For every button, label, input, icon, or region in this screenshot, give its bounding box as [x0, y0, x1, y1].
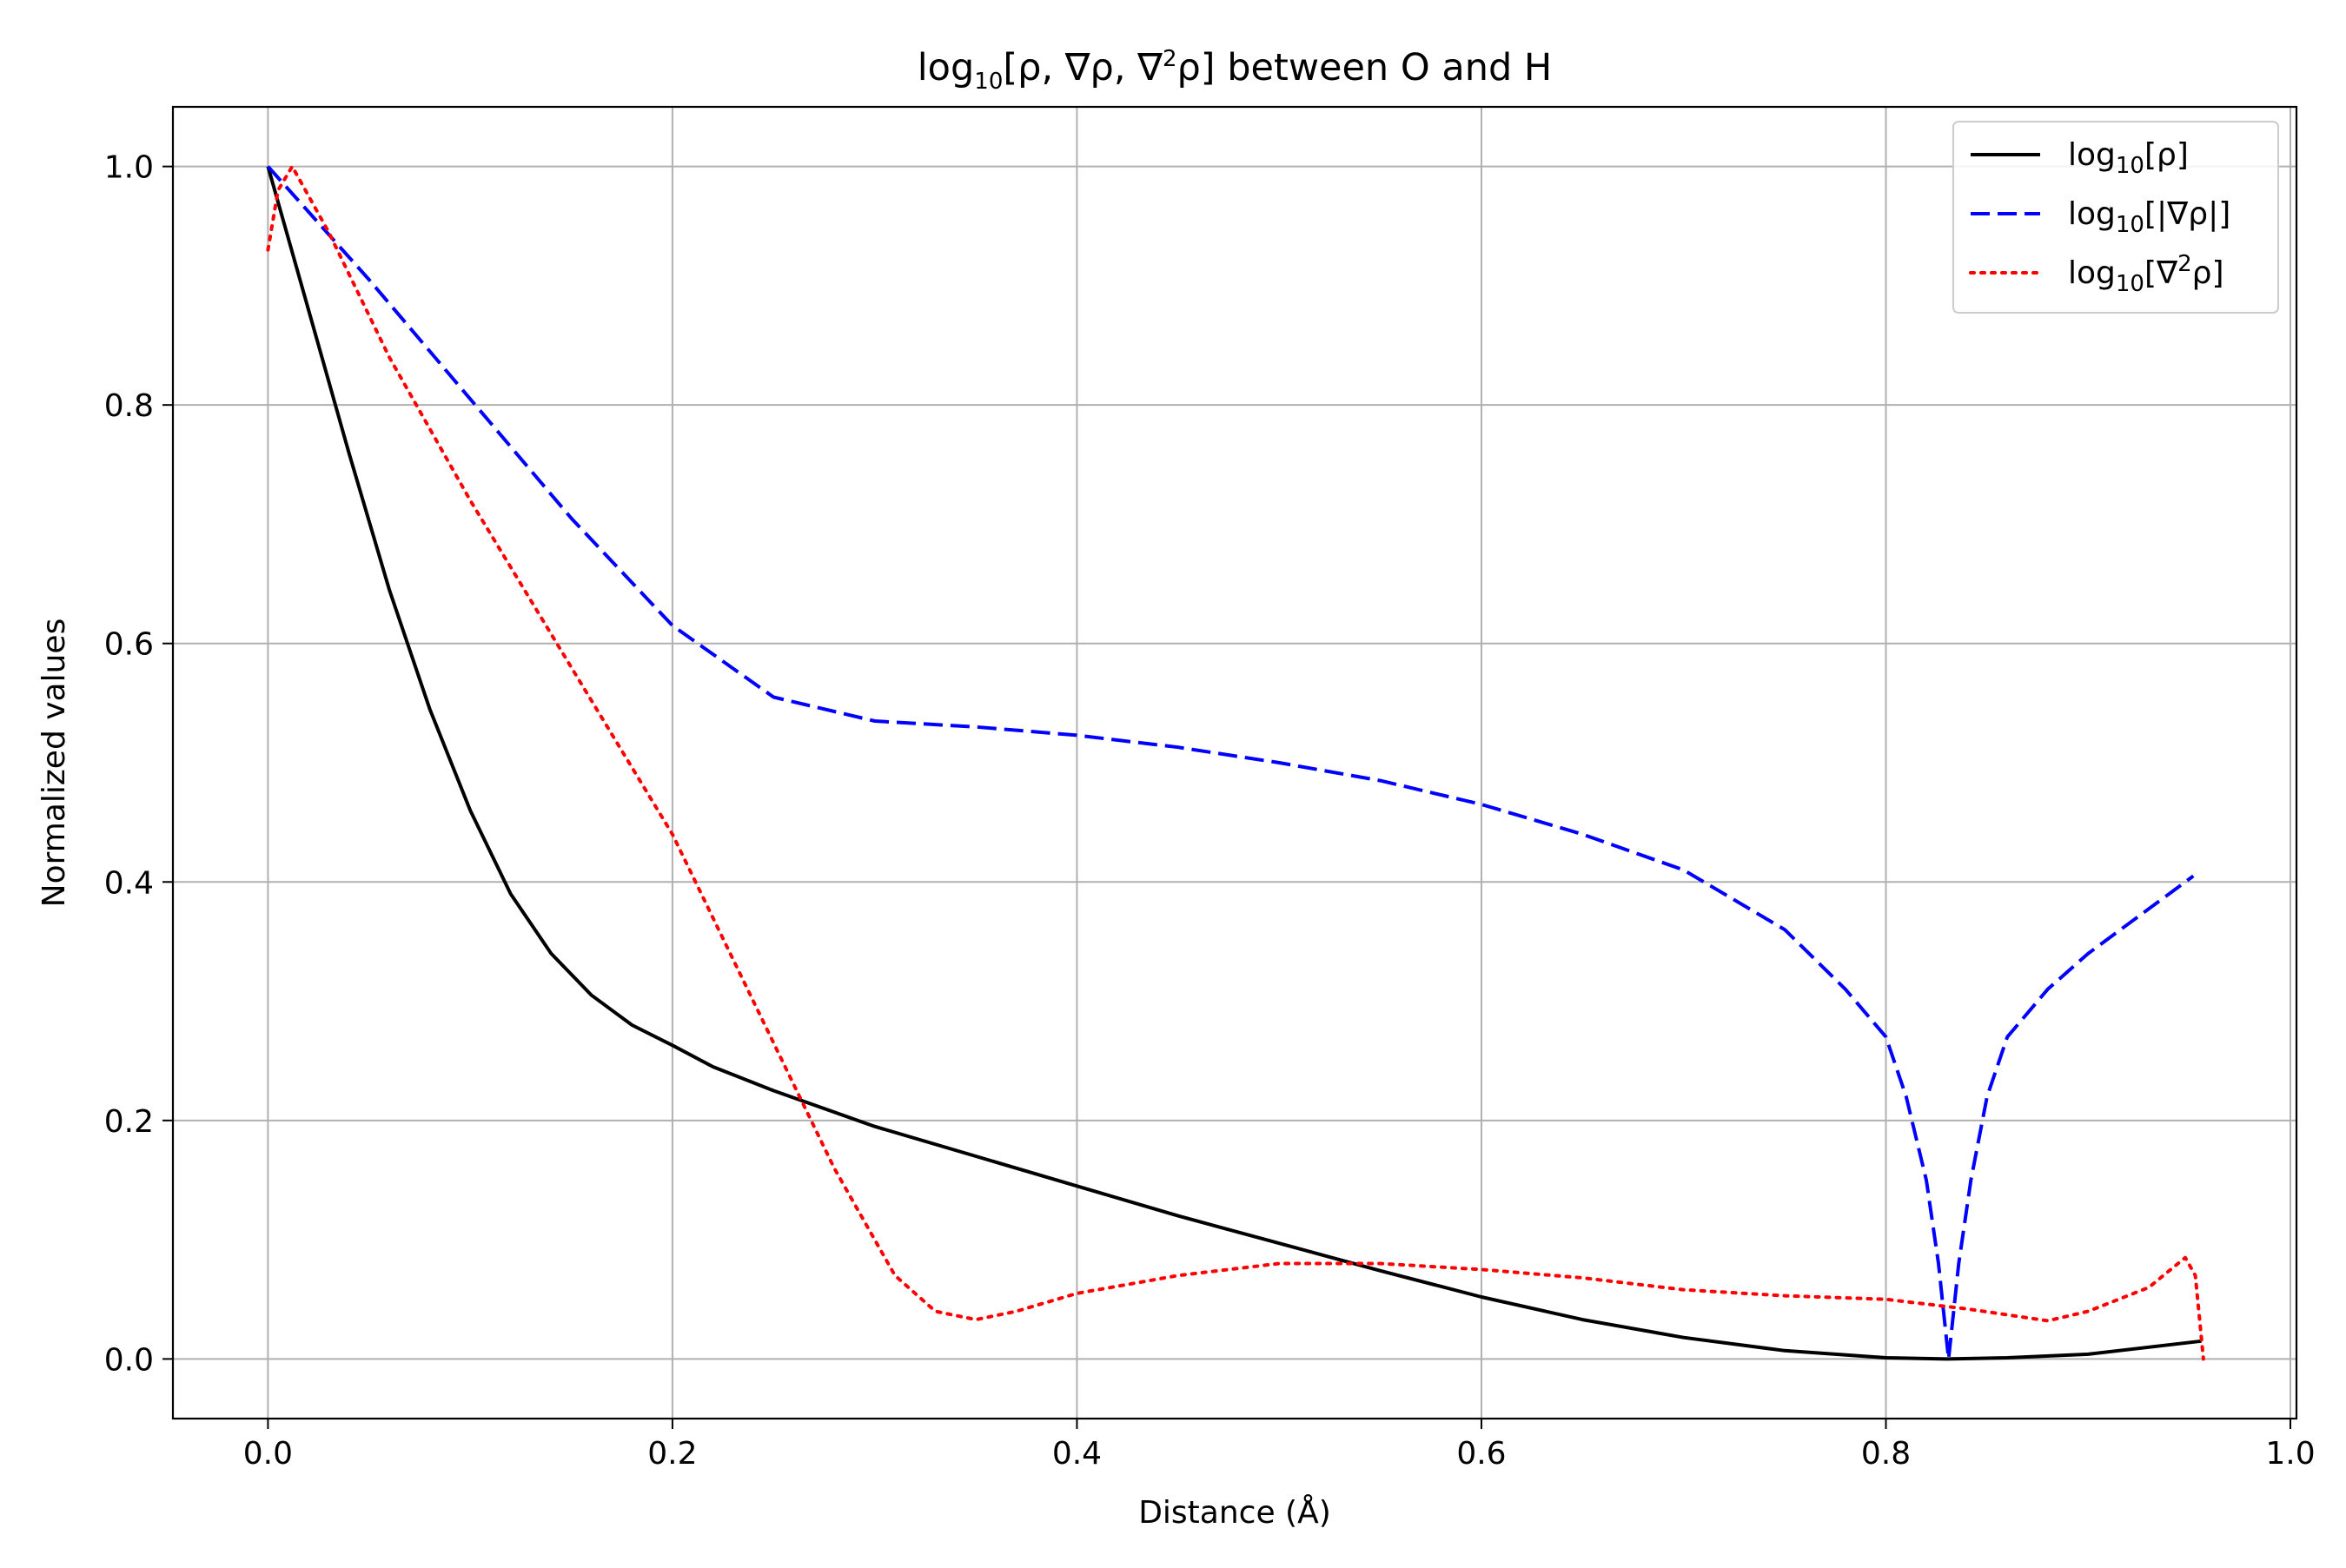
y-tick-label: 0.6 [104, 627, 154, 663]
x-axis-label: Distance (Å) [1138, 1493, 1331, 1531]
legend-label-2: log10[|∇ρ|] [2068, 196, 2230, 238]
title-middle: [ρ, ∇ρ, ∇ [1003, 46, 1163, 89]
series-line-2 [266, 165, 2195, 1361]
series-line-3 [266, 164, 2205, 1361]
x-tick-label: 0.6 [1456, 1436, 1506, 1472]
y-tick-label: 0.0 [104, 1342, 154, 1378]
tick-layer: 0.0 0.2 0.4 0.6 0.8 1.0 0.0 0.2 0.4 0.6 0.8 1.0 [104, 150, 2316, 1472]
series-layer [266, 164, 2205, 1361]
x-tick-label: 0.2 [647, 1436, 697, 1472]
y-tick-label: 0.8 [104, 388, 154, 424]
x-tick-label: 0.8 [1861, 1436, 1911, 1472]
title-suffix: ρ] between O and H [1177, 46, 1553, 89]
axes-frame [171, 105, 2298, 1420]
y-tick-label: 0.4 [104, 865, 154, 901]
y-tick-label: 1.0 [104, 150, 154, 186]
legend: log10[ρ] log10[|∇ρ|] log10[∇2ρ] [1952, 121, 2279, 314]
title-prefix: log [918, 46, 975, 89]
x-tick-label: 0.0 [243, 1436, 293, 1472]
title-subscript: 10 [974, 69, 1003, 95]
chart-title: log10[ρ, ∇ρ, ∇2ρ] between O and H [918, 46, 1553, 95]
x-tick-label: 1.0 [2265, 1436, 2315, 1472]
y-axis-label: Normalized values [36, 619, 72, 908]
legend-box [1952, 121, 2279, 314]
legend-label-1: log10[ρ] [2068, 137, 2189, 179]
x-tick-label: 0.4 [1052, 1436, 1102, 1472]
y-tick-label: 0.2 [104, 1104, 154, 1140]
series-line-1 [266, 166, 2202, 1361]
title-superscript: 2 [1163, 46, 1177, 72]
legend-label-3: log10[∇2ρ] [2068, 251, 2224, 297]
